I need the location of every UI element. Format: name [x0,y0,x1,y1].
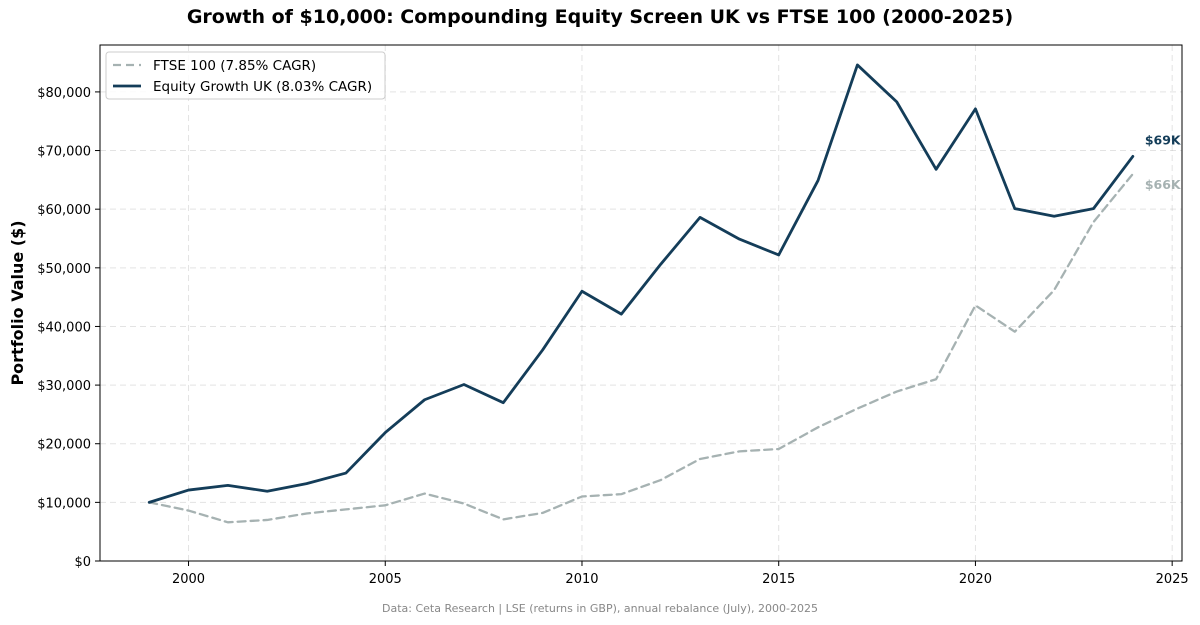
end-value-label-equity-growth-uk: $69K [1145,132,1182,147]
x-tick-label: 2025 [1156,572,1189,587]
x-tick-label: 2015 [762,572,795,587]
y-tick-label: $50,000 [37,262,91,277]
x-tick-label: 2020 [959,572,992,587]
series-line-equity-growth-uk [147,63,1135,504]
y-tick-label: $20,000 [37,438,91,453]
plot-area-frame [99,44,1183,562]
y-tick-label: $40,000 [37,320,91,335]
legend: FTSE 100 (7.85% CAGR) Equity Growth UK (… [105,51,386,100]
grid-layer [100,45,1182,562]
legend-label-equity-growth-uk: Equity Growth UK (8.03% CAGR) [153,79,372,95]
y-tick-label: $70,000 [37,145,91,160]
y-tick-label: $0 [74,555,91,570]
y-axis-label: Portfolio Value ($) [8,220,27,385]
end-value-label-ftse-100: $66K [1145,177,1182,192]
y-tick-label: $80,000 [37,86,91,101]
legend-label-ftse-100: FTSE 100 (7.85% CAGR) [153,58,316,74]
legend-box [105,51,386,100]
x-tick-label: 2005 [369,572,402,587]
x-tick-label: 2010 [565,572,598,587]
y-tick-label: $10,000 [37,496,91,511]
y-tick-label: $60,000 [37,203,91,218]
y-tick-label: $30,000 [37,379,91,394]
series-line-ftse-100 [148,172,1134,524]
chart-title: Growth of $10,000: Compounding Equity Sc… [186,6,1014,28]
series-layer [147,63,1135,524]
axis-layer: 2000 2005 2010 2015 2020 2025 $0 $10,000 $20,000… [37,86,1188,587]
data-source-footnote: Data: Ceta Research | LSE (returns in GB… [382,602,818,615]
x-tick-label: 2000 [172,572,205,587]
end-label-layer: $66K $69K [1145,132,1182,192]
